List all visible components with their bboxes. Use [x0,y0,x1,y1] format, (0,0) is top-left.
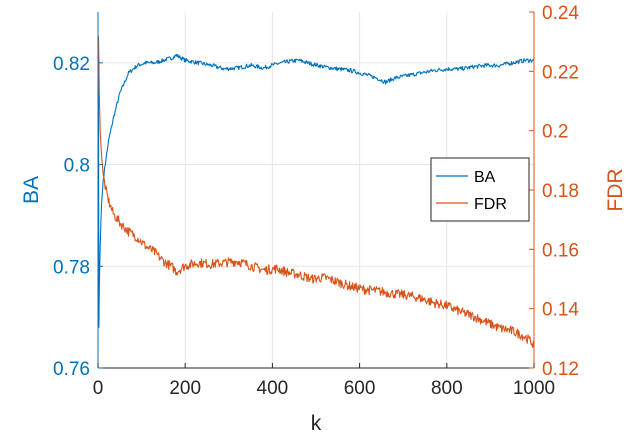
y-axis-right-label: FDR [604,168,627,211]
x-tick-label: 200 [169,378,201,399]
plot-area [97,35,535,348]
x-tick-label: 600 [344,378,376,399]
x-axis-label: k [311,412,322,435]
y-left-tick-label: 0.78 [53,257,90,278]
y-left-tick-label: 0.76 [53,359,90,380]
y-right-tick-label: 0.2 [542,122,568,143]
y-right-tick-label: 0.12 [542,359,579,380]
legend-label-fdr: FDR [474,196,507,213]
series-line-ba [97,37,535,328]
y-left-tick-label: 0.82 [53,54,90,75]
y-right-tick-label: 0.24 [542,3,579,24]
legend-label-ba: BA [474,169,496,186]
legend: BA FDR [430,157,530,222]
axes [97,11,535,369]
tick-labels: 0 200 400 600 800 1000 0.76 0.78 0.8 0.82 0.12 0.14… [53,3,579,399]
series-line-fdr [97,35,535,348]
x-tick-label: 400 [257,378,289,399]
legend-box [430,157,530,222]
y-right-tick-label: 0.16 [542,240,579,261]
y-left-tick-label: 0.8 [64,156,90,177]
y-right-tick-label: 0.22 [542,62,579,83]
x-tick-label: 1000 [513,378,555,399]
y-right-tick-label: 0.14 [542,300,579,321]
y-axis-left-label: BA [20,176,43,204]
y-right-tick-label: 0.18 [542,181,579,202]
x-tick-label: 800 [431,378,463,399]
x-tick-label: 0 [93,378,104,399]
